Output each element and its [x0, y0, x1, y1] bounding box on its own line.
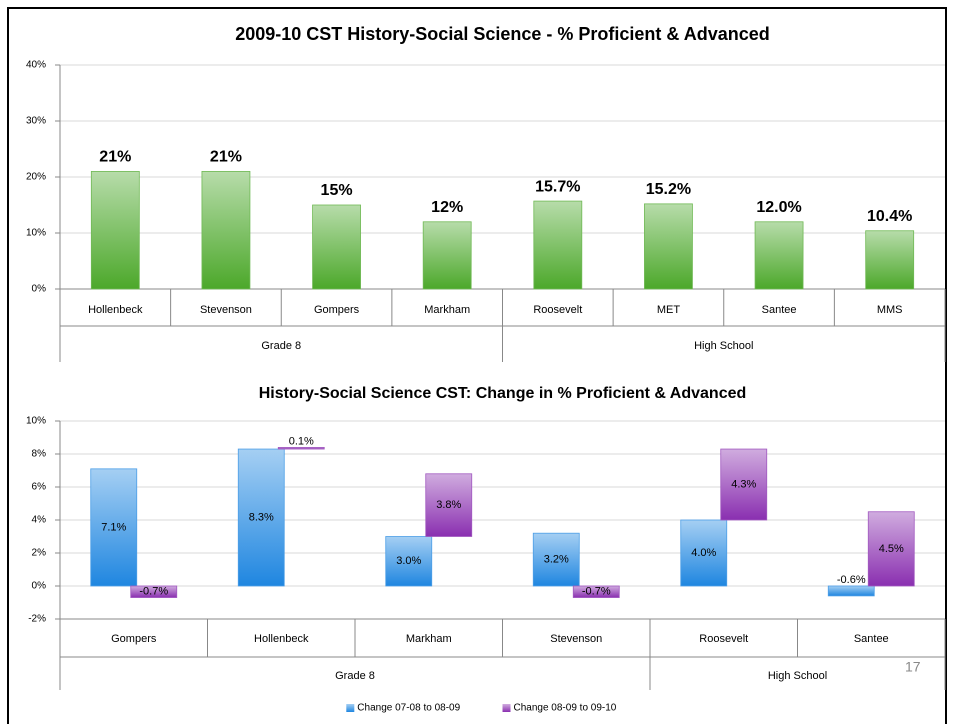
data-label: 3.2% — [544, 554, 569, 566]
x-tick-label: Stevenson — [200, 304, 252, 316]
bar — [720, 448, 768, 521]
data-label: 15% — [321, 182, 353, 199]
data-label: 10.4% — [867, 208, 912, 225]
page-number: 17 — [905, 659, 921, 675]
x-tick-label: Santee — [762, 304, 797, 316]
group-label: High School — [694, 340, 753, 352]
chart-title: History-Social Science CST: Change in % … — [259, 385, 747, 402]
bar — [130, 585, 178, 598]
y-tick-label: 10% — [26, 228, 46, 239]
y-tick-label: 30% — [26, 116, 46, 127]
bar — [312, 204, 361, 290]
bar — [827, 585, 875, 597]
data-label: 15.2% — [646, 181, 691, 198]
bar — [572, 585, 620, 598]
y-tick-label: 4% — [32, 515, 47, 526]
data-label: 3.8% — [436, 499, 461, 511]
data-label: 7.1% — [101, 521, 126, 533]
data-label: 21% — [210, 149, 242, 166]
x-tick-label: Gompers — [314, 304, 360, 316]
bar — [754, 221, 804, 290]
bar — [532, 532, 580, 587]
y-tick-label: 2% — [32, 548, 47, 559]
data-label: 4.5% — [879, 543, 904, 555]
y-tick-label: 6% — [32, 482, 47, 493]
data-label: -0.6% — [837, 574, 866, 586]
data-label: 8.3% — [249, 511, 274, 523]
y-tick-label: 40% — [26, 60, 46, 71]
data-label: -0.7% — [139, 586, 168, 598]
x-tick-label: Markham — [424, 304, 470, 316]
y-tick-label: 20% — [26, 172, 46, 183]
bar — [277, 446, 325, 450]
bar — [237, 448, 285, 587]
y-tick-label: -2% — [28, 614, 46, 625]
x-tick-label: MMS — [877, 304, 903, 316]
x-tick-label: Roosevelt — [699, 633, 748, 645]
y-tick-label: 10% — [26, 416, 46, 427]
bar — [422, 221, 472, 290]
x-tick-label: Hollenbeck — [88, 304, 143, 316]
bar — [425, 473, 473, 537]
data-label: 4.0% — [691, 547, 716, 559]
x-tick-label: Gompers — [111, 633, 157, 645]
data-label: 12% — [431, 199, 463, 216]
data-label: -0.7% — [582, 586, 611, 598]
x-tick-label: MET — [657, 304, 681, 316]
x-tick-label: Markham — [406, 633, 452, 645]
group-label: Grade 8 — [335, 670, 375, 682]
slide-border — [7, 7, 947, 724]
chart-title: 2009-10 CST History-Social Science - % P… — [235, 24, 770, 44]
bar — [867, 511, 915, 587]
x-tick-label: Santee — [854, 633, 889, 645]
x-tick-label: Hollenbeck — [254, 633, 309, 645]
data-label: 21% — [99, 149, 131, 166]
y-tick-label: 0% — [32, 284, 47, 295]
x-tick-label: Stevenson — [550, 633, 602, 645]
legend-swatch — [502, 704, 511, 712]
legend-label: Change 07-08 to 08-09 — [357, 703, 460, 714]
x-tick-label: Roosevelt — [533, 304, 582, 316]
data-label: 3.0% — [396, 555, 421, 567]
legend-label: Change 08-09 to 09-10 — [514, 703, 617, 714]
data-label: 12.0% — [756, 199, 801, 216]
bar — [385, 536, 433, 587]
group-label: High School — [768, 670, 827, 682]
group-label: Grade 8 — [261, 340, 301, 352]
bar — [680, 519, 728, 587]
data-label: 0.1% — [289, 435, 314, 447]
data-label: 4.3% — [731, 478, 756, 490]
y-tick-label: 0% — [32, 581, 47, 592]
data-label: 15.7% — [535, 178, 580, 195]
legend-swatch — [346, 704, 355, 712]
bar — [533, 200, 583, 290]
bar — [865, 230, 915, 290]
y-tick-label: 8% — [32, 449, 47, 460]
bar — [90, 468, 138, 587]
bar — [201, 170, 251, 290]
bar — [90, 170, 140, 290]
bar — [644, 203, 693, 290]
